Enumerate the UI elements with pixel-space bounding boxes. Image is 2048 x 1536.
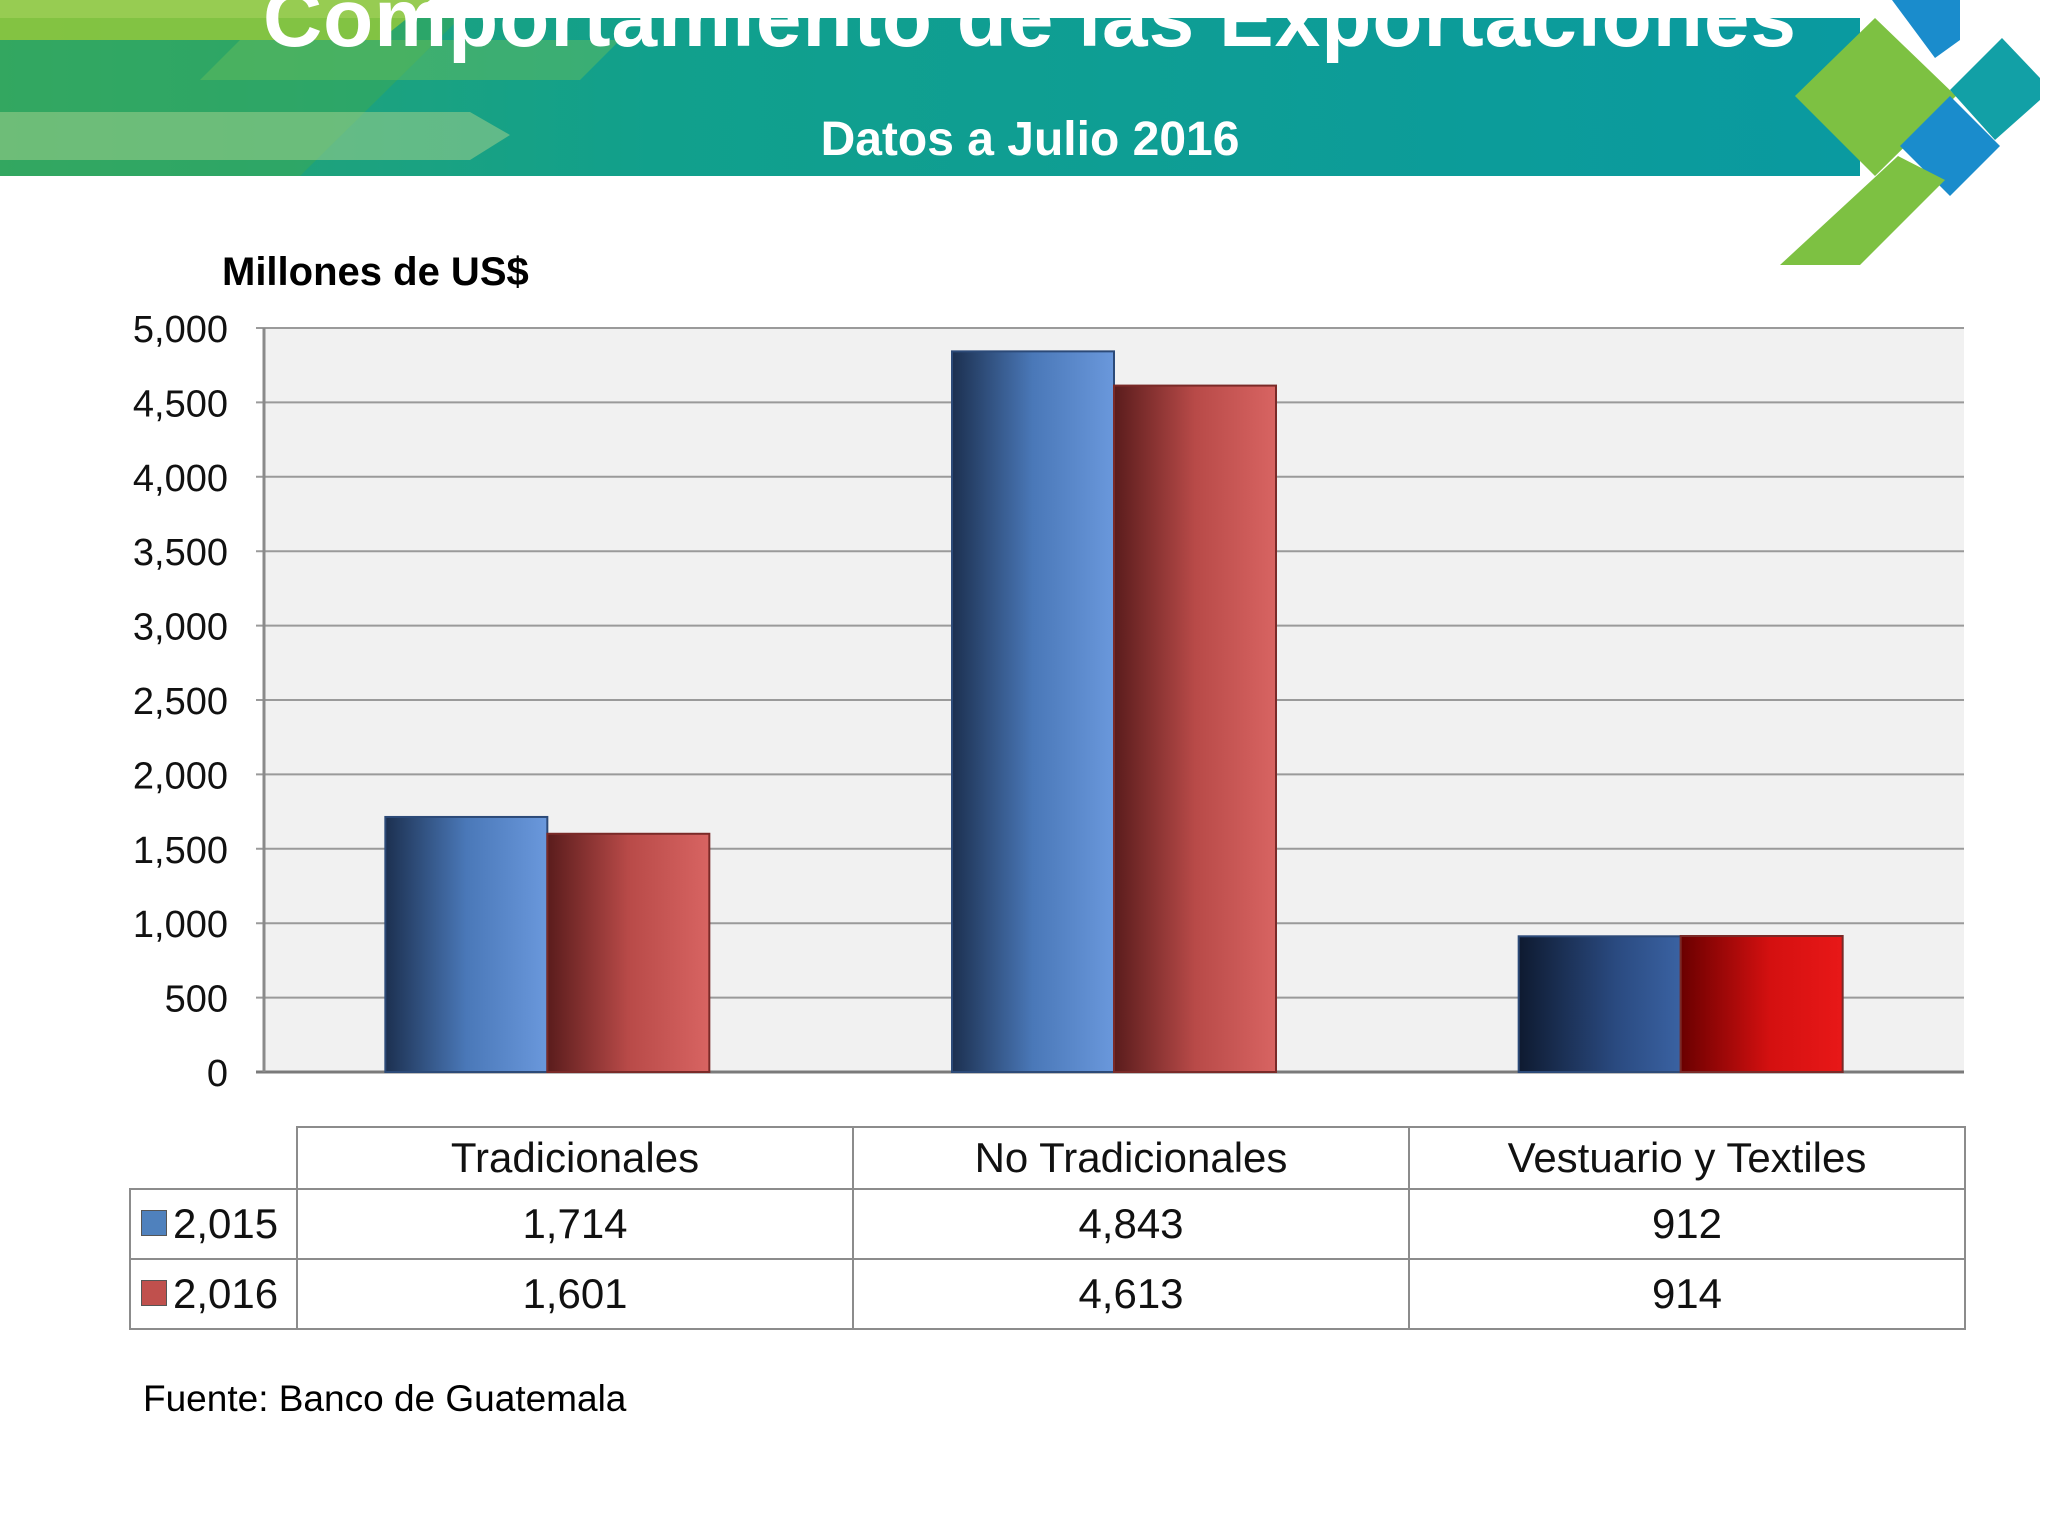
y-tick-label: 5,000 xyxy=(133,309,228,351)
legend-entry-2015: 2,015 xyxy=(129,1188,298,1260)
y-tick-label: 2,500 xyxy=(133,681,228,723)
legend-label: 2,015 xyxy=(173,1200,279,1247)
legend-entry-2016: 2,016 xyxy=(129,1258,298,1330)
y-tick-label: 3,000 xyxy=(133,607,228,649)
table-header-cell: No Tradicionales xyxy=(852,1126,1410,1190)
table-header-cell: Tradicionales xyxy=(296,1126,854,1190)
source-note: Fuente: Banco de Guatemala xyxy=(143,1378,627,1419)
bar-2016-3 xyxy=(1679,934,1844,1074)
header-banner: Comportamiento de las Exportaciones Dato… xyxy=(0,0,2048,275)
bar-2016-2 xyxy=(1113,384,1277,1074)
diamond-teal-icon xyxy=(1950,38,2040,140)
table-row: 2,015 1,714 4,843 912 xyxy=(129,1188,1966,1260)
table-header-cell: Vestuario y Textiles xyxy=(1408,1126,1966,1190)
bar-2015-3 xyxy=(1517,935,1682,1073)
data-label: 1,601 xyxy=(296,1258,854,1330)
y-tick-label: 4,500 xyxy=(133,383,228,425)
page-title: Comportamiento de las Exportaciones xyxy=(262,0,1798,64)
y-tick-label: 3,500 xyxy=(133,532,228,574)
legend-label: 2,016 xyxy=(173,1270,279,1317)
banner-stripe xyxy=(200,40,620,80)
banner-stripe xyxy=(0,0,430,40)
diamond-green-icon xyxy=(1795,18,1956,176)
legend-swatch xyxy=(141,1210,167,1236)
y-tick-label: 4,000 xyxy=(133,458,228,500)
data-label: 914 xyxy=(1408,1258,1966,1330)
y-tick-label: 1,000 xyxy=(133,904,228,946)
bar-2015-1 xyxy=(384,815,549,1073)
table-header-row: Tradicionales No Tradicionales Vestuario… xyxy=(130,1126,1966,1190)
legend-swatch xyxy=(141,1280,167,1306)
diamond-blue-icon xyxy=(1892,0,1960,58)
diamond-green-icon xyxy=(1780,156,1945,265)
data-label: 1,714 xyxy=(296,1188,854,1260)
y-tick-label: 500 xyxy=(165,979,228,1021)
bar-2016-1 xyxy=(546,832,711,1073)
table-corner xyxy=(130,1127,298,1190)
data-label: 4,613 xyxy=(852,1258,1410,1330)
y-tick-label: 2,000 xyxy=(133,755,228,797)
y-tick-label: 1,500 xyxy=(133,830,228,872)
y-axis-label: Millones de US$ xyxy=(222,250,529,294)
arrow-shape xyxy=(0,112,510,160)
y-tick-label: 0 xyxy=(207,1053,228,1095)
data-label: 4,843 xyxy=(852,1188,1410,1260)
bar-2015-2 xyxy=(951,350,1115,1074)
data-label: 912 xyxy=(1408,1188,1966,1260)
page-subtitle: Datos a Julio 2016 xyxy=(820,113,1240,166)
bar-chart: 0 500 1,000 1,500 2,000 2,500 3,000 3,500 4,000 4… xyxy=(133,309,1964,1095)
data-table: Tradicionales No Tradicionales Vestuario… xyxy=(129,1126,1966,1330)
banner-graphic xyxy=(0,0,2040,265)
table-row: 2,016 1,601 4,613 914 xyxy=(129,1258,1966,1330)
